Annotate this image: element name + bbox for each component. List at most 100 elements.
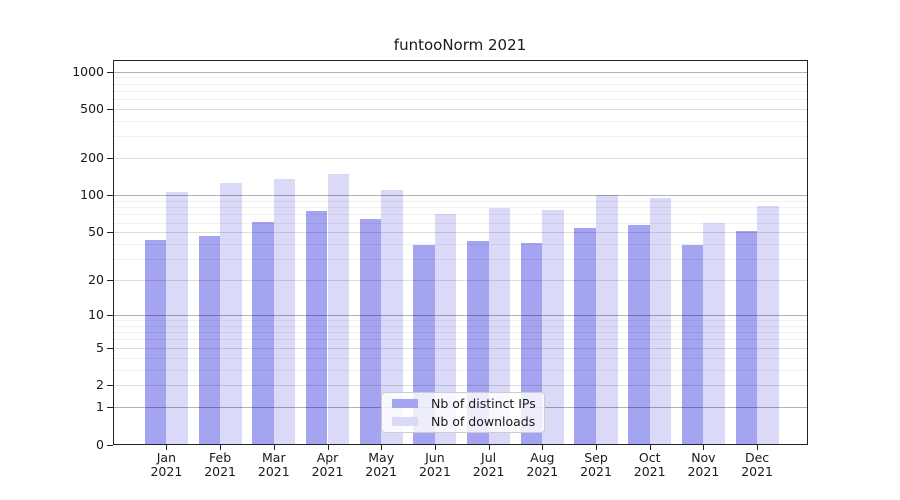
x-tick-jan — [166, 445, 168, 450]
x-tick-sep — [596, 445, 597, 450]
bar-oct-distinct-ips — [628, 225, 650, 444]
bar-jan-downloads — [166, 192, 188, 444]
legend-label-downloads: Nb of downloads — [431, 414, 536, 429]
bar-nov-distinct-ips — [681, 245, 704, 444]
month-label-may: May — [368, 450, 395, 465]
gridline-minor-30 — [113, 259, 808, 261]
y-tick-label-0: 0 — [96, 436, 104, 452]
gridline-minor-40 — [113, 244, 808, 246]
y-tick-500 — [107, 108, 113, 110]
gridline-2 — [113, 385, 808, 387]
gridline-5 — [113, 347, 808, 349]
month-label-aug: Aug — [530, 450, 555, 465]
legend-swatch-downloads-icon — [392, 417, 418, 426]
y-tick-10 — [107, 315, 113, 317]
y-tick-label-50: 50 — [88, 224, 104, 240]
y-tick-label-5: 5 — [96, 339, 104, 355]
month-label-dec: Dec — [744, 450, 770, 465]
x-tick-jun — [434, 445, 436, 450]
bar-may-downloads — [381, 189, 403, 444]
y-tick-1 — [107, 407, 113, 409]
year-label-apr: 2021 — [311, 464, 344, 479]
y-tick-label-1: 1 — [96, 399, 104, 415]
x-tick-apr — [327, 445, 329, 450]
y-tick-20 — [107, 280, 113, 282]
gridline-minor-60 — [113, 222, 808, 224]
y-tick-100 — [107, 195, 113, 197]
gridline-200 — [113, 158, 808, 160]
bar-jun-downloads — [434, 214, 457, 444]
gridline-minor-90 — [113, 201, 808, 203]
legend-row-distinct-ips: Nb of distinct IPs — [388, 396, 538, 411]
gridline-500 — [113, 108, 808, 110]
y-tick-label-2: 2 — [96, 377, 104, 393]
x-tick-feb — [220, 445, 222, 450]
month-label-jun: Jun — [425, 450, 445, 465]
gridline-minor-700 — [113, 90, 808, 92]
legend-swatch-distinct-ips-icon — [392, 399, 418, 408]
bar-apr-downloads — [327, 173, 350, 444]
year-label-jun: 2021 — [418, 464, 451, 479]
gridline-20 — [113, 280, 808, 282]
y-tick-label-20: 20 — [88, 272, 104, 288]
gridline-minor-80 — [113, 207, 808, 209]
gridline-minor-70 — [113, 214, 808, 216]
x-tick-label-mar: Mar 2021 — [246, 451, 302, 479]
gridline-50 — [113, 232, 808, 234]
bar-mar-downloads — [273, 178, 296, 444]
x-tick-dec — [757, 445, 759, 450]
legend: Nb of distinct IPs Nb of downloads — [381, 392, 545, 433]
x-tick-may — [381, 445, 383, 450]
y-tick-label-100: 100 — [80, 187, 104, 203]
y-tick-200 — [107, 158, 113, 160]
year-label-feb: 2021 — [204, 464, 236, 479]
bar-apr-distinct-ips — [305, 211, 328, 444]
year-label-mar: 2021 — [257, 464, 290, 479]
gridline-1000 — [113, 71, 808, 73]
bar-feb-downloads — [220, 182, 242, 444]
bar-sep-downloads — [596, 195, 618, 444]
x-tick-label-oct: Oct 2021 — [622, 451, 678, 479]
y-tick-label-200: 200 — [80, 150, 104, 166]
gridline-minor-300 — [113, 136, 808, 138]
x-tick-label-jun: Jun 2021 — [407, 451, 463, 479]
x-tick-label-aug: Aug 2021 — [514, 451, 570, 479]
x-tick-label-apr: Apr 2021 — [300, 451, 356, 479]
y-tick-50 — [107, 232, 113, 234]
month-label-apr: Apr — [316, 450, 339, 465]
bar-jan-distinct-ips — [144, 240, 167, 444]
bar-dec-distinct-ips — [735, 231, 758, 444]
gridline-minor-7 — [113, 332, 808, 334]
y-tick-label-10: 10 — [88, 307, 104, 323]
year-label-oct: 2021 — [633, 464, 666, 479]
bar-may-distinct-ips — [359, 219, 382, 444]
legend-row-downloads: Nb of downloads — [388, 414, 538, 429]
year-label-nov: 2021 — [687, 464, 720, 479]
gridline-minor-800 — [113, 83, 808, 85]
month-label-sep: Sep — [584, 450, 608, 465]
gridline-minor-9 — [113, 320, 808, 322]
gridline-minor-4 — [113, 357, 808, 359]
x-tick-label-may: May 2021 — [353, 451, 409, 479]
gridline-minor-3 — [113, 369, 808, 371]
y-tick-0 — [107, 444, 113, 446]
bar-feb-distinct-ips — [198, 235, 221, 444]
bar-nov-downloads — [703, 222, 725, 444]
bar-aug-downloads — [542, 210, 564, 444]
month-label-feb: Feb — [209, 450, 232, 465]
x-tick-label-nov: Nov 2021 — [675, 451, 731, 479]
month-label-jul: Jul — [481, 450, 497, 465]
month-label-jan: Jan — [156, 450, 177, 465]
x-tick-oct — [649, 445, 651, 450]
year-label-sep: 2021 — [580, 464, 612, 479]
month-label-nov: Nov — [691, 450, 716, 465]
bar-mar-distinct-ips — [252, 221, 274, 444]
gridline-minor-400 — [113, 120, 808, 122]
y-tick-1000 — [107, 71, 113, 73]
y-tick-2 — [107, 385, 113, 387]
year-label-may: 2021 — [365, 464, 398, 479]
y-tick-5 — [107, 347, 113, 349]
x-tick-label-jul: Jul 2021 — [461, 451, 517, 479]
year-label-dec: 2021 — [741, 464, 773, 479]
